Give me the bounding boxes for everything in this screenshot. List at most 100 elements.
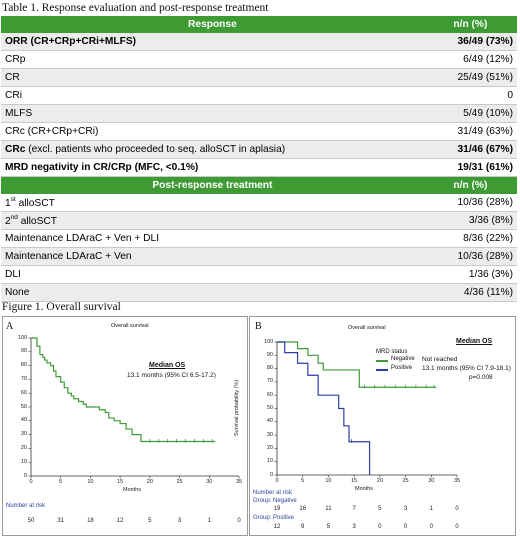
risk-count: 5 [322,524,334,530]
y-tick-label: 50 [264,405,273,411]
legend-negative-label: Negative [391,356,415,362]
row-value: 10/36 (28%) [424,248,517,266]
risk-count: 11 [322,506,334,512]
risk-count: 1 [203,518,215,524]
y-tick-label: 100 [264,339,273,345]
x-tick-label: 5 [297,478,309,484]
row-label: 2nd alloSCT [1,212,424,230]
x-tick-label: 15 [114,479,126,485]
table-row: CRc (excl. patients who proceeded to seq… [1,141,517,159]
y-tick-label: 80 [264,365,273,371]
y-tick-label: 40 [18,417,27,423]
y-tick-label: 80 [18,362,27,368]
row-label-pre: 2 [5,216,11,227]
positive-median-text: 13.1 months (95% CI 7.9-18.1) [422,365,511,372]
row-label: CRc (CR+CRp+CRi) [1,123,424,141]
chart-title: Overall survival [348,325,386,331]
x-tick-label: 35 [233,479,245,485]
x-tick-label: 35 [451,478,463,484]
table-header-row: Post-response treatment n/n (%) [1,177,517,195]
risk-group-label: Group: Positive [253,515,294,521]
risk-count: 3 [400,506,412,512]
risk-group-label: Group: Negative [253,498,297,504]
x-tick-label: 10 [84,479,96,485]
row-label: MLFS [1,105,424,123]
panel-label: A [6,321,13,332]
row-label: Maintenance LDAraC + Ven + DLI [1,230,424,248]
y-tick-label: 0 [264,472,273,478]
row-label: DLI [1,266,424,284]
row-value: 4/36 (11%) [424,284,517,302]
header-value: n/n (%) [424,16,517,33]
response-table: Response n/n (%) ORR (CR+CRp+CRi+MLFS) 36/4… [1,16,517,302]
header-value: n/n (%) [424,177,517,195]
legend-title: MRD status [376,349,407,355]
legend-positive-line [376,369,388,371]
x-tick-label: 5 [55,479,67,485]
risk-count: 3 [174,518,186,524]
row-label: None [1,284,424,302]
row-label: ORR (CR+CRp+CRi+MLFS) [1,33,424,51]
row-value: 5/49 (10%) [424,105,517,123]
row-label-bold: CRc [5,144,25,155]
survival-curve-positive [277,342,370,475]
x-tick-label: 15 [348,478,360,484]
x-tick-label: 20 [374,478,386,484]
row-value: 6/49 (12%) [424,51,517,69]
row-label-rest: (excl. patients who proceeded to seq. al… [25,144,285,155]
risk-count: 7 [348,506,360,512]
row-label: CRi [1,87,424,105]
legend-positive-label: Positive [391,365,412,371]
risk-count: 0 [451,524,463,530]
table-row: CR 25/49 (51%) [1,69,517,87]
y-tick-label: 90 [18,348,27,354]
x-axis-label: Months [123,487,141,493]
y-tick-label: 70 [18,376,27,382]
row-value: 36/49 (73%) [424,33,517,51]
row-label: CRp [1,51,424,69]
x-tick-label: 20 [144,479,156,485]
risk-table-label: Number at risk [6,503,45,509]
row-label-post: alloSCT [18,216,57,227]
header-label: Post-response treatment [1,177,424,195]
row-label-sup: nd [11,214,18,221]
x-axis-label: Months [355,486,373,492]
table-row: CRi 0 [1,87,517,105]
x-tick-label: 25 [400,478,412,484]
x-tick-label: 30 [203,479,215,485]
y-tick-label: 30 [264,432,273,438]
table-row: 2nd alloSCT 3/36 (8%) [1,212,517,230]
x-tick-label: 30 [425,478,437,484]
table-caption: Table 1. Response evaluation and post-re… [2,2,269,14]
row-label: CR [1,69,424,87]
risk-count: 0 [374,524,386,530]
table-row: CRc (CR+CRp+CRi) 31/49 (63%) [1,123,517,141]
risk-count: 3 [348,524,360,530]
median-os-heading: Median OS [456,338,492,345]
row-label: MRD negativity in CR/CRp (MFC, <0.1%) [1,159,424,177]
risk-count: 9 [297,524,309,530]
risk-count: 16 [297,506,309,512]
table-row: 1st alloSCT 10/36 (28%) [1,194,517,212]
x-tick-label: 10 [322,478,334,484]
median-os-text: 13.1 months (95% CI 6.5-17.2) [127,372,216,379]
table-header-row: Response n/n (%) [1,16,517,33]
risk-count: 5 [144,518,156,524]
row-value: 19/31 (61%) [424,159,517,177]
row-value: 8/36 (22%) [424,230,517,248]
row-label: 1st alloSCT [1,194,424,212]
row-value: 10/36 (28%) [424,194,517,212]
row-value: 1/36 (3%) [424,266,517,284]
x-tick-label: 0 [25,479,37,485]
row-label: CRc (excl. patients who proceeded to seq… [1,141,424,159]
y-tick-label: 60 [264,392,273,398]
x-tick-label: 0 [271,478,283,484]
y-tick-label: 60 [18,390,27,396]
table-row: None 4/36 (11%) [1,284,517,302]
table-row: DLI 1/36 (3%) [1,266,517,284]
y-tick-label: 20 [264,445,273,451]
y-tick-label: 10 [18,459,27,465]
risk-count: 19 [271,506,283,512]
risk-count: 0 [400,524,412,530]
negative-median-text: Not reached [422,356,457,363]
